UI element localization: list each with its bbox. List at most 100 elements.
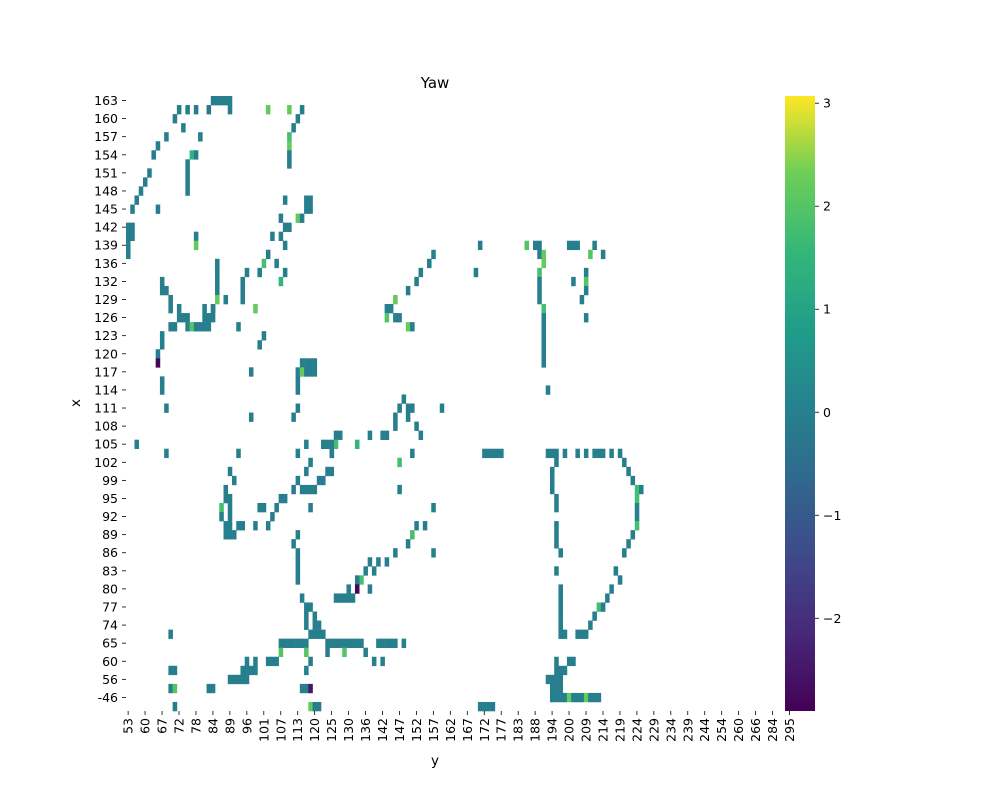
heatmap-cell: [274, 502, 279, 513]
heatmap-cell: [575, 240, 580, 251]
x-axis-title: y: [431, 753, 439, 769]
heatmap-cell: [316, 701, 322, 712]
x-axis: 53 60 67 72 78 84 89 96 101 107 113 120 125 130 136 142…: [121, 711, 797, 742]
heatmap-cell: [282, 240, 288, 251]
heatmap-cell: [219, 502, 224, 513]
heatmap-cell: [329, 638, 335, 648]
heatmap-cell: [414, 521, 419, 531]
x-tick-label: 84: [205, 718, 220, 734]
heatmap-cell: [337, 430, 343, 440]
colorbar-tick-label: 2: [823, 199, 831, 214]
x-tick-label: 244: [697, 718, 712, 742]
heatmap-cell: [596, 692, 602, 703]
heatmap-cell: [308, 602, 313, 612]
heatmap-cell: [304, 647, 309, 658]
y-tick-label: 123: [94, 328, 118, 343]
heatmap-cell: [244, 665, 250, 676]
heatmap-cell: [223, 521, 229, 531]
x-tick-label: 200: [562, 718, 577, 742]
y-tick-label: 114: [94, 382, 118, 397]
heatmap-cell: [295, 475, 301, 486]
heatmap-cell: [363, 647, 368, 658]
heatmap-cell: [185, 313, 190, 323]
x-tick-label: 130: [341, 718, 356, 742]
heatmap-cell: [558, 593, 563, 603]
heatmap-cell: [295, 575, 301, 585]
heatmap-cell: [164, 448, 169, 459]
heatmap-cell: [278, 493, 284, 504]
heatmap-cell: [554, 674, 559, 685]
heatmap-cell: [439, 403, 445, 413]
heatmap-cell: [312, 629, 318, 639]
heatmap-cell: [600, 602, 606, 612]
heatmap-cell: [287, 222, 292, 232]
heatmap-cell: [367, 430, 373, 440]
heatmap-cell: [159, 376, 165, 386]
heatmap-cell: [549, 683, 555, 694]
heatmap-cell: [304, 367, 309, 377]
heatmap-cell: [329, 439, 335, 450]
heatmap-cell: [397, 313, 402, 323]
heatmap-cell: [299, 367, 305, 377]
heatmap-cell: [622, 457, 627, 468]
heatmap-cell: [477, 240, 483, 251]
heatmap-cell: [397, 457, 402, 468]
heatmap-cell: [278, 231, 284, 241]
heatmap-cell: [384, 304, 390, 314]
heatmap-cell: [282, 195, 288, 205]
heatmap-cell: [626, 539, 631, 549]
heatmap-cell: [295, 448, 301, 459]
x-tick-label: 214: [595, 718, 610, 742]
heatmap-cell: [261, 502, 267, 513]
y-axis: 163 160 157 154 151 148 145 142 139 136 132 129 126 1…: [94, 93, 126, 705]
heatmap-cell: [308, 457, 313, 468]
y-tick-label: -46: [98, 690, 118, 705]
heatmap-cell: [566, 656, 572, 667]
heatmap-cell: [600, 448, 606, 459]
heatmap-cell: [583, 629, 589, 639]
heatmap-cell: [240, 521, 246, 531]
heatmap-cell: [295, 530, 301, 540]
heatmap-cell: [130, 204, 135, 214]
x-tick-label: 142: [375, 718, 390, 742]
heatmap-cell: [299, 105, 305, 115]
heatmap-cell: [494, 448, 500, 459]
x-tick-label: 60: [138, 718, 153, 734]
heatmap-cell: [274, 656, 279, 667]
heatmap-cell: [405, 285, 411, 296]
heatmap-cell: [588, 620, 593, 630]
heatmap-cell: [388, 304, 394, 314]
heatmap-cell: [244, 674, 250, 685]
heatmap-cell: [168, 322, 173, 332]
heatmap-cell: [185, 177, 190, 187]
y-tick-label: 92: [102, 509, 118, 524]
heatmap-cell: [571, 240, 576, 251]
heatmap-cell: [617, 448, 623, 459]
heatmap-cell: [329, 448, 335, 459]
heatmap-cell: [282, 267, 288, 278]
heatmap-cell: [159, 285, 165, 296]
heatmap-cell: [609, 584, 614, 594]
colorbar-tick-label: −2: [823, 611, 841, 626]
heatmap-cell: [287, 105, 292, 115]
heatmap-cell: [566, 692, 572, 703]
y-tick-label: 86: [102, 545, 118, 560]
heatmap-cell: [185, 105, 190, 115]
heatmap-cell: [215, 96, 220, 106]
heatmap-cell: [265, 249, 271, 260]
heatmap-cell: [278, 213, 284, 223]
heatmap-cell: [321, 475, 326, 486]
y-tick-label: 151: [94, 165, 118, 180]
heatmap-cell: [172, 683, 178, 694]
heatmap-cell: [554, 539, 559, 549]
heatmap-cell: [304, 439, 309, 450]
x-tick-label: 113: [290, 718, 305, 742]
heatmap-cell: [575, 692, 580, 703]
heatmap-cell: [210, 304, 216, 314]
heatmap-cell: [193, 150, 199, 160]
heatmap-cell: [316, 620, 322, 630]
heatmap-cell: [380, 656, 385, 667]
heatmap-cell: [562, 448, 568, 459]
heatmap-cell: [583, 267, 589, 278]
heatmap-cell: [299, 683, 305, 694]
